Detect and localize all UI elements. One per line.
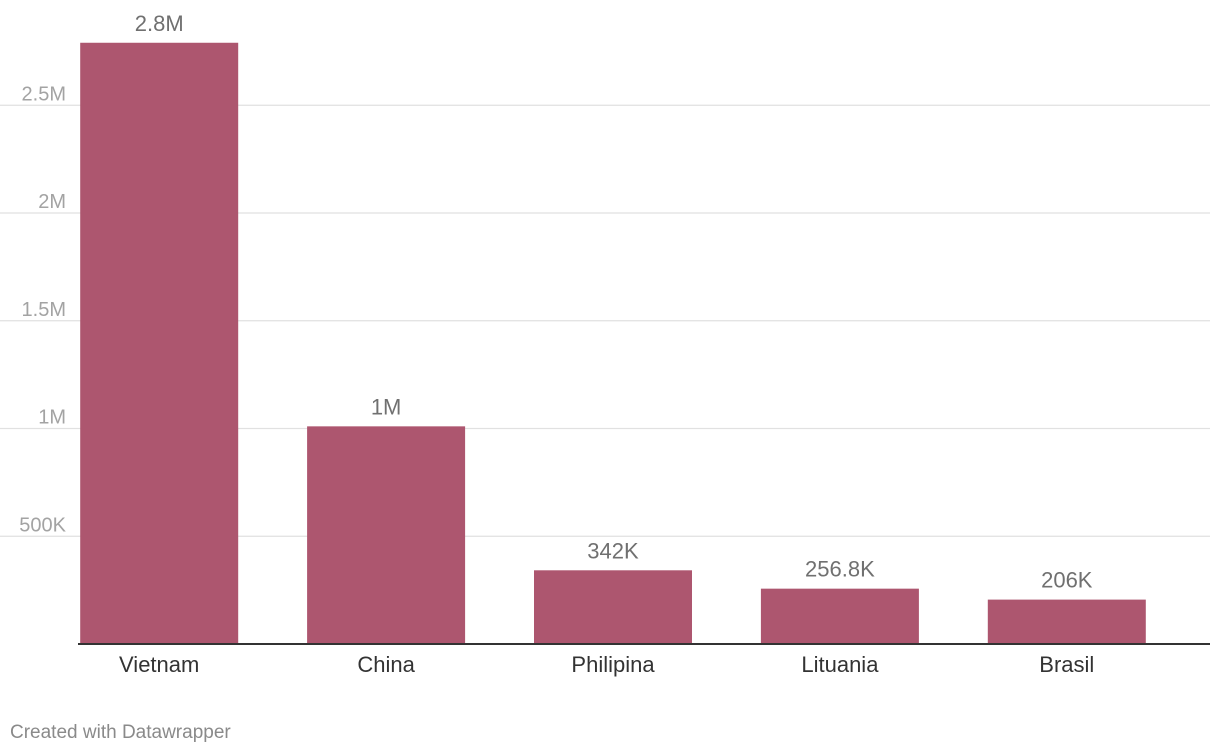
bar-brasil [987,599,1146,644]
y-tick-label: 1.5M [22,299,66,321]
value-label: 206K [1041,568,1093,593]
value-label: 342K [587,538,639,563]
category-label: Vietnam [119,652,199,677]
value-label: 2.8M [135,11,184,36]
category-label: Brasil [1039,652,1094,677]
y-axis-tick-labels: 500K 1M 1.5M 2M 2.5M [19,83,66,536]
y-tick-label: 2M [38,191,66,213]
y-tick-label: 1M [38,407,66,429]
bars [80,42,1146,644]
credit-footer: Created with Datawrapper [10,722,231,743]
category-label: China [357,652,415,677]
bar-chart: 500K 1M 1.5M 2M 2.5M 2.8M 1M 342K 256.8K 206K Vi… [0,11,1210,677]
x-axis-category-labels: Vietnam China Philipina Lituania Brasil [119,652,1094,677]
bar-china [307,426,466,644]
bar-philipina [534,570,692,644]
value-label: 256.8K [805,557,875,582]
y-tick-label: 2.5M [22,83,66,105]
y-tick-label: 500K [19,514,66,536]
category-label: Lituania [801,652,879,677]
value-label: 1M [371,394,402,419]
category-label: Philipina [571,652,655,677]
bar-vietnam [80,42,239,644]
value-labels: 2.8M 1M 342K 256.8K 206K [135,11,1093,593]
bar-lituania [760,588,919,644]
